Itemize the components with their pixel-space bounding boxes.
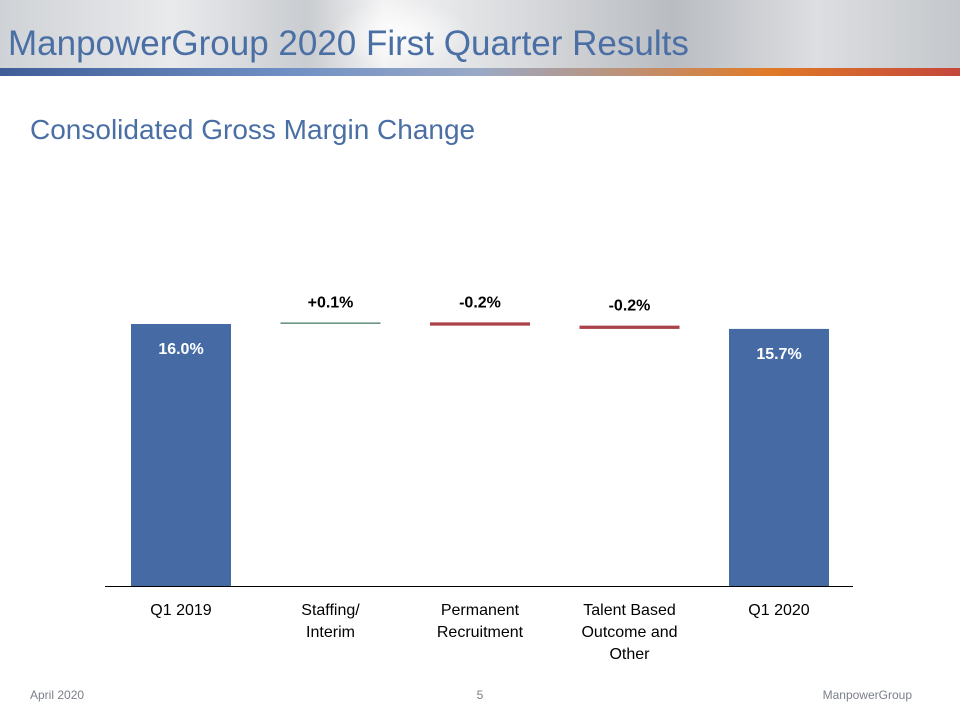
slide-subtitle: Consolidated Gross Margin Change [30,114,476,145]
title-banner-glow [330,0,470,68]
x-axis-tick-label-line: Outcome and [581,624,677,641]
x-axis-tick-label-4: Talent Based Outcome and Other [581,602,677,663]
x-axis-tick-label-line: Other [609,646,650,663]
waterfall-bar-4 [579,325,680,329]
title-accent-rule [0,68,960,76]
title-banner [0,0,960,68]
x-axis-tick-label-2: Staffing/Interim [301,602,360,641]
bar-value-label-3: -0.2% [459,294,501,311]
x-axis-tick-label-line: Staffing/ [301,602,360,619]
footer-date: April 2020 [30,688,85,702]
x-axis-tick-label-line: Q1 2020 [748,602,809,619]
x-axis-tick-label-line: Permanent [441,602,520,619]
x-axis-tick-label-line: Q1 2019 [150,602,211,619]
x-axis-tick-label-5: Q1 2020 [748,602,809,619]
bar-value-label-2: +0.1% [308,294,354,311]
x-axis-tick-label-line: Talent Based [583,602,676,619]
bar-value-label-1: 16.0% [158,341,203,358]
bar-value-label-4: -0.2% [609,298,651,315]
x-axis-tick-label-line: Interim [306,624,355,641]
x-axis-tick-label-1: Q1 2019 [150,602,211,619]
bar-value-label-5: 15.7% [756,346,801,363]
x-axis-tick-label-3: Permanent Recruitment [437,602,524,641]
x-axis-tick-label-line: Recruitment [437,624,524,641]
waterfall-bar-2 [280,322,381,324]
waterfall-bar-3 [430,322,530,326]
footer-company: ManpowerGroup [822,688,912,702]
waterfall-bar-1 [131,324,231,586]
waterfall-bar-5 [729,328,829,586]
footer-page-number: 5 [476,688,484,702]
slide-title: ManpowerGroup 2020 First Quarter Results [8,24,689,63]
